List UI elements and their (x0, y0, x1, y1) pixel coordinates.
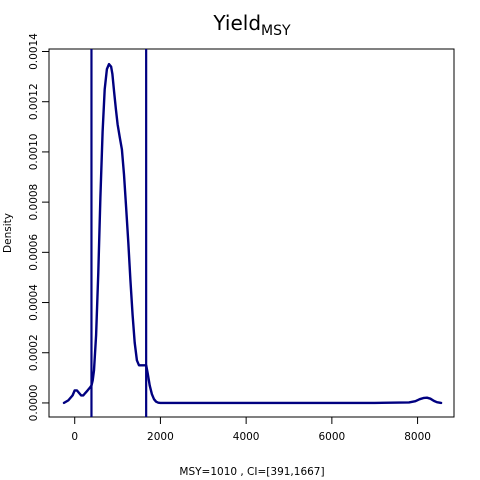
y-tick-label: 0.0002 (28, 334, 40, 371)
x-tick-label: 4000 (233, 431, 260, 443)
y-axis-label: Density (2, 213, 14, 253)
y-tick-label: 0.0000 (28, 385, 40, 422)
x-tick-label: 2000 (147, 431, 174, 443)
x-tick-label: 6000 (318, 431, 345, 443)
x-tick-label: 0 (71, 431, 78, 443)
y-tick-label: 0.0004 (28, 284, 40, 321)
y-tick-label: 0.0012 (28, 83, 40, 120)
ci-lines (90, 49, 148, 417)
plot-frame (48, 48, 455, 418)
y-tick-label: 0.0006 (28, 234, 40, 271)
y-axis: 0.0000 0.0002 0.0004 0.0006 0.0008 0.0010 0.00… (28, 33, 49, 421)
y-tick-label: 0.0010 (28, 134, 40, 171)
x-axis-label: MSY=1010 , CI=[391,1667] (179, 466, 324, 478)
x-tick-label: 8000 (404, 431, 431, 443)
chart-title-subscript: MSY (261, 23, 291, 39)
chart-title: YieldMSY (212, 11, 291, 39)
x-axis: 0 2000 4000 6000 8000 (71, 417, 431, 443)
y-tick-label: 0.0008 (28, 184, 40, 221)
chart-title-main: Yield (212, 11, 261, 35)
series-group (62, 62, 443, 405)
y-tick-label: 0.0014 (28, 33, 40, 70)
density-line (62, 62, 443, 405)
